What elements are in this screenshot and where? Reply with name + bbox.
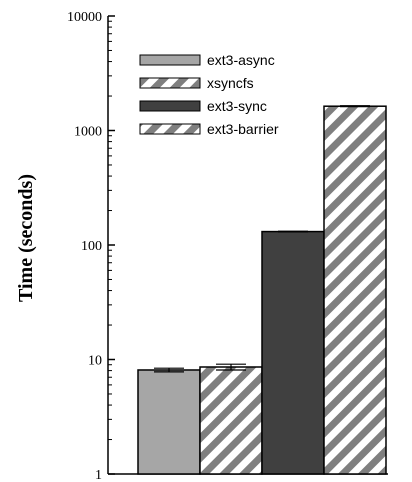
y-axis-title: Time (seconds) [15, 174, 37, 302]
bar-ext3-async [137, 369, 201, 475]
legend: ext3-async xsyncfs ext3-sync ext3-barrier [139, 52, 279, 137]
legend-swatch-ext3-sync [139, 100, 201, 112]
legend-swatch-xsyncfs [139, 77, 201, 89]
legend-label-ext3-barrier: ext3-barrier [207, 121, 279, 137]
bar-ext3-barrier [323, 105, 387, 475]
legend-label-ext3-sync: ext3-sync [207, 98, 267, 114]
bars-group [137, 105, 387, 475]
legend-swatch-ext3-barrier [139, 123, 201, 135]
legend-label-ext3-async: ext3-async [207, 52, 275, 68]
y-tick-label: 1000 [74, 125, 102, 140]
y-tick-label: 100 [81, 239, 102, 254]
bar-xsyncfs [199, 366, 263, 475]
y-tick-label: 1 [95, 468, 102, 482]
legend-swatch-ext3-async [139, 54, 201, 66]
y-tick-label: 10000 [67, 10, 102, 25]
legend-label-xsyncfs: xsyncfs [207, 75, 254, 91]
y-tick-label: 10 [88, 354, 102, 369]
bar-ext3-sync [261, 230, 325, 475]
